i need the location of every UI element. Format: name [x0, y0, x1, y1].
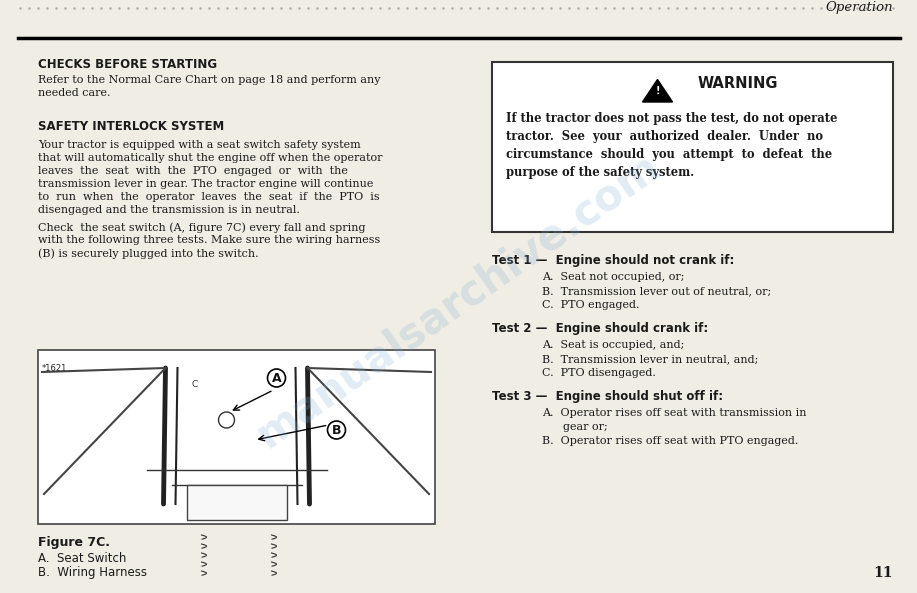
Text: manualsarchive.com: manualsarchive.com: [249, 145, 668, 455]
Text: B.  Wiring Harness: B. Wiring Harness: [38, 566, 147, 579]
Text: leaves  the  seat  with  the  PTO  engaged  or  with  the: leaves the seat with the PTO engaged or …: [38, 166, 348, 176]
Text: WARNING: WARNING: [698, 76, 778, 91]
Text: with the following three tests. Make sure the wiring harness: with the following three tests. Make sur…: [38, 235, 381, 245]
Text: needed care.: needed care.: [38, 88, 111, 98]
FancyBboxPatch shape: [38, 350, 435, 524]
Text: B: B: [332, 423, 341, 436]
Text: C.  PTO engaged.: C. PTO engaged.: [542, 300, 639, 310]
Text: B.  Transmission lever out of neutral, or;: B. Transmission lever out of neutral, or…: [542, 286, 771, 296]
Text: Refer to the Normal Care Chart on page 18 and perform any: Refer to the Normal Care Chart on page 1…: [38, 75, 381, 85]
Text: A.  Seat is occupied, and;: A. Seat is occupied, and;: [542, 340, 684, 350]
Text: Test 2 —  Engine should crank if:: Test 2 — Engine should crank if:: [492, 322, 708, 335]
Text: *1621: *1621: [42, 364, 67, 373]
Text: Test 1 —  Engine should not crank if:: Test 1 — Engine should not crank if:: [492, 254, 735, 267]
Text: (B) is securely plugged into the switch.: (B) is securely plugged into the switch.: [38, 248, 259, 259]
Text: SAFETY INTERLOCK SYSTEM: SAFETY INTERLOCK SYSTEM: [38, 120, 225, 133]
Text: that will automatically shut the engine off when the operator: that will automatically shut the engine …: [38, 153, 382, 163]
Text: B.  Operator rises off seat with PTO engaged.: B. Operator rises off seat with PTO enga…: [542, 436, 799, 446]
Text: tractor.  See  your  authorized  dealer.  Under  no: tractor. See your authorized dealer. Und…: [506, 130, 823, 143]
Text: A.  Operator rises off seat with transmission in: A. Operator rises off seat with transmis…: [542, 408, 806, 418]
Text: Operation: Operation: [825, 1, 893, 14]
Text: to  run  when  the  operator  leaves  the  seat  if  the  PTO  is: to run when the operator leaves the seat…: [38, 192, 380, 202]
Text: 11: 11: [874, 566, 893, 580]
Text: purpose of the safety system.: purpose of the safety system.: [506, 166, 694, 179]
Text: !: !: [656, 86, 659, 96]
Text: A: A: [271, 371, 282, 384]
Text: If the tractor does not pass the test, do not operate: If the tractor does not pass the test, d…: [506, 112, 837, 125]
Text: CHECKS BEFORE STARTING: CHECKS BEFORE STARTING: [38, 58, 217, 71]
Text: B.  Transmission lever in neutral, and;: B. Transmission lever in neutral, and;: [542, 354, 758, 364]
FancyBboxPatch shape: [492, 62, 893, 232]
Text: A.  Seat not occupied, or;: A. Seat not occupied, or;: [542, 272, 684, 282]
Text: A.  Seat Switch: A. Seat Switch: [38, 552, 127, 565]
Text: C.  PTO disengaged.: C. PTO disengaged.: [542, 368, 656, 378]
Text: Your tractor is equipped with a seat switch safety system: Your tractor is equipped with a seat swi…: [38, 140, 360, 150]
FancyBboxPatch shape: [186, 485, 286, 520]
Text: circumstance  should  you  attempt  to  defeat  the: circumstance should you attempt to defea…: [506, 148, 832, 161]
Polygon shape: [643, 79, 672, 102]
Text: Test 3 —  Engine should shut off if:: Test 3 — Engine should shut off if:: [492, 390, 724, 403]
Text: gear or;: gear or;: [542, 422, 608, 432]
Text: Check  the seat switch (A, figure 7C) every fall and spring: Check the seat switch (A, figure 7C) eve…: [38, 222, 366, 232]
Text: transmission lever in gear. The tractor engine will continue: transmission lever in gear. The tractor …: [38, 179, 373, 189]
Text: Figure 7C.: Figure 7C.: [38, 536, 110, 549]
Text: C: C: [192, 380, 198, 389]
Text: disengaged and the transmission is in neutral.: disengaged and the transmission is in ne…: [38, 205, 300, 215]
